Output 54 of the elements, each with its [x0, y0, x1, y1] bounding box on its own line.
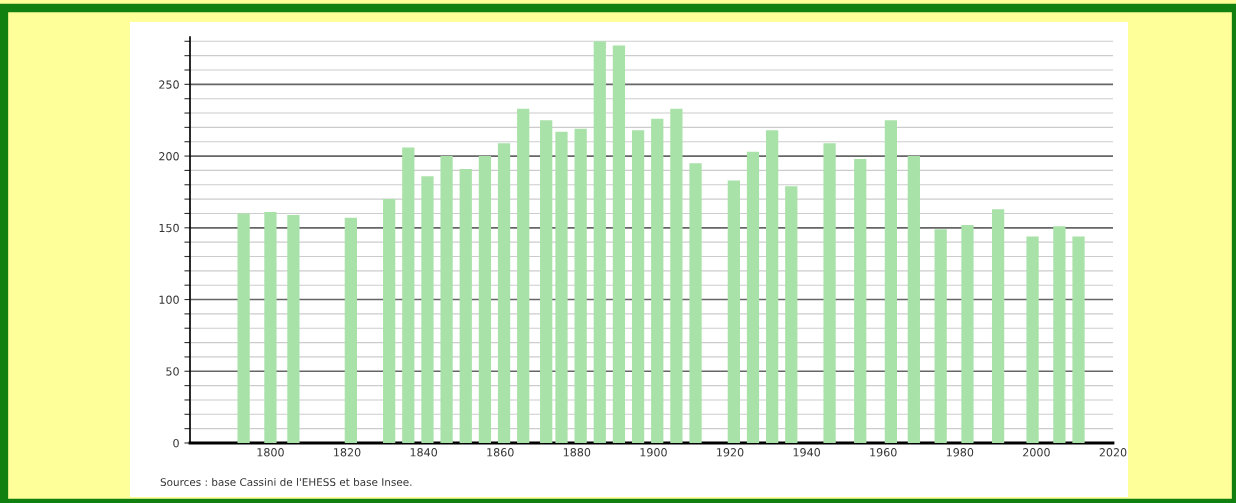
- x-tick-label: 1960: [870, 448, 897, 457]
- bar: [884, 120, 897, 443]
- bar: [1072, 236, 1085, 443]
- x-tick-label: 2020: [1099, 448, 1127, 457]
- bar: [383, 199, 396, 443]
- bar: [555, 131, 568, 443]
- y-tick-label: 0: [173, 438, 179, 448]
- x-tick-label: 1880: [563, 448, 591, 457]
- bar: [459, 168, 472, 443]
- bar: [421, 176, 434, 443]
- bar: [785, 186, 798, 443]
- x-tick-label: 1820: [334, 448, 361, 457]
- x-tick-label: 1980: [946, 448, 974, 457]
- bar: [574, 128, 587, 443]
- bar: [1026, 236, 1039, 443]
- x-tick-label: 1900: [640, 448, 667, 457]
- bar: [631, 130, 645, 443]
- x-tick-label: 2000: [1023, 448, 1050, 457]
- x-tick-label: 1860: [487, 448, 514, 457]
- x-tick-label: 1940: [793, 448, 821, 457]
- bar: [497, 143, 511, 443]
- y-tick-label: 150: [159, 223, 179, 233]
- bar: [287, 214, 300, 443]
- bar: [237, 213, 250, 443]
- bar: [727, 180, 740, 443]
- bar: [344, 217, 357, 443]
- bar: [593, 41, 606, 443]
- y-tick-label: 200: [159, 152, 179, 161]
- x-tick-label: 1920: [717, 448, 744, 457]
- y-tick-label: 50: [166, 367, 179, 376]
- bar: [766, 130, 779, 443]
- x-tick-label: 1800: [257, 448, 284, 457]
- bar: [991, 209, 1005, 443]
- y-tick-label: 250: [159, 80, 179, 89]
- bar: [517, 108, 530, 443]
- bar: [934, 229, 947, 443]
- bar: [402, 147, 415, 443]
- bar: [612, 45, 626, 443]
- bar: [746, 151, 760, 443]
- bar: [651, 118, 664, 443]
- bar: [540, 120, 553, 443]
- bar: [440, 156, 453, 443]
- bar: [689, 163, 702, 443]
- bar: [823, 143, 836, 443]
- bar: [961, 224, 974, 443]
- bar: [478, 156, 492, 443]
- bar: [1053, 226, 1066, 443]
- bar: [670, 108, 683, 443]
- bar: [264, 212, 277, 443]
- bar: [907, 156, 920, 443]
- x-tick-label: 1840: [410, 448, 438, 457]
- bar: [854, 158, 867, 443]
- y-tick-label: 100: [159, 295, 179, 304]
- source-note: Sources : base Cassini de l'EHESS et base Insee.: [160, 477, 412, 487]
